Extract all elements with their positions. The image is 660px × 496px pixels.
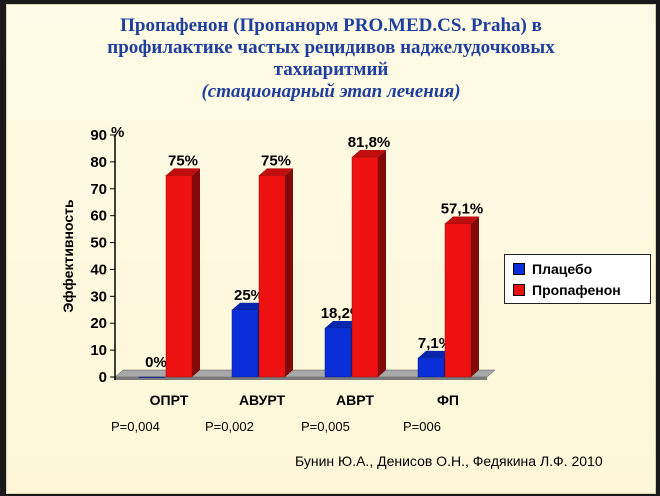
y-tick-label: 0 [99, 369, 107, 386]
citation: Бунин Ю.А., Денисов О.Н., Федякина Л.Ф. … [295, 453, 603, 469]
legend-item-placebo: Плацебо [513, 259, 592, 279]
x-tick-label: АВРТ [336, 392, 374, 408]
y-tick-label: 30 [90, 288, 107, 305]
y-tick-label: 20 [90, 315, 107, 332]
bar [165, 175, 193, 378]
x-tick-label: ФП [437, 392, 459, 408]
y-axis-unit: % [111, 124, 124, 141]
legend-label-placebo: Плацебо [532, 261, 593, 277]
bar-top [166, 168, 200, 176]
chart-legend: Плацебо Пропафенон [504, 254, 651, 304]
p-value-avurt: P=0,002 [205, 419, 254, 434]
data-label: 75% [261, 152, 291, 169]
data-label: 25% [234, 287, 264, 304]
chart-floor-edge [115, 377, 487, 380]
y-tick-label: 10 [90, 342, 107, 359]
bar-top [325, 321, 359, 329]
data-label: 75% [168, 152, 198, 169]
bar [351, 156, 379, 378]
bar [231, 309, 259, 378]
bar-chart: 0 10 20 30 40 50 60 70 80 90 % Эффективность 0% 75% ОП… [60, 124, 496, 408]
legend-swatch-placebo [513, 263, 525, 275]
x-tick-label: ОПРТ [150, 392, 189, 408]
bar-top [418, 350, 452, 358]
y-tick-label: 40 [90, 261, 107, 278]
bar-top [352, 150, 386, 158]
title-line-4: (стационарный этап лечения) [201, 81, 461, 102]
legend-swatch-propafenone [513, 284, 525, 296]
bar [258, 175, 286, 378]
data-label: 57,1% [441, 200, 484, 217]
bar-top [259, 168, 293, 176]
y-tick-label: 60 [90, 208, 107, 225]
bar [417, 357, 445, 378]
data-label: 7,1% [418, 335, 452, 352]
title-line-3: тахиаритмий [273, 59, 389, 80]
bar [324, 327, 352, 378]
data-label: 0% [145, 354, 167, 371]
slide-title: Пропафенон (Пропанорм PRO.MED.CS. Praha)… [7, 15, 655, 103]
bar-side [378, 150, 386, 377]
bar [444, 223, 472, 378]
y-tick-label: 50 [90, 235, 107, 252]
bar [138, 376, 166, 378]
slide: Пропафенон (Пропанорм PRO.MED.CS. Praha)… [6, 4, 656, 494]
bar-side [192, 168, 200, 377]
y-tick-label: 90 [90, 127, 107, 144]
legend-label-propafenone: Пропафенон [532, 282, 621, 298]
y-tick-label: 70 [90, 181, 107, 198]
legend-item-propafenone: Пропафенон [513, 280, 621, 300]
y-tick-label: 80 [90, 154, 107, 171]
bar-top [445, 216, 479, 224]
p-value-fp: P=006 [403, 419, 441, 434]
x-tick-label: АВУРТ [239, 392, 286, 408]
p-value-oprt: P=0,004 [111, 419, 160, 434]
bar-side [471, 216, 479, 377]
bar-top [232, 302, 266, 310]
data-label: 81,8% [348, 134, 391, 151]
p-value-avrt: P=0,005 [301, 419, 350, 434]
bar-side [285, 168, 293, 377]
title-line-1: Пропафенон (Пропанорм PRO.MED.CS. Praha)… [120, 15, 542, 36]
title-line-2: профилактике частых рецидивов наджелудоч… [107, 37, 555, 58]
y-axis-title: Эффективность [60, 199, 76, 313]
